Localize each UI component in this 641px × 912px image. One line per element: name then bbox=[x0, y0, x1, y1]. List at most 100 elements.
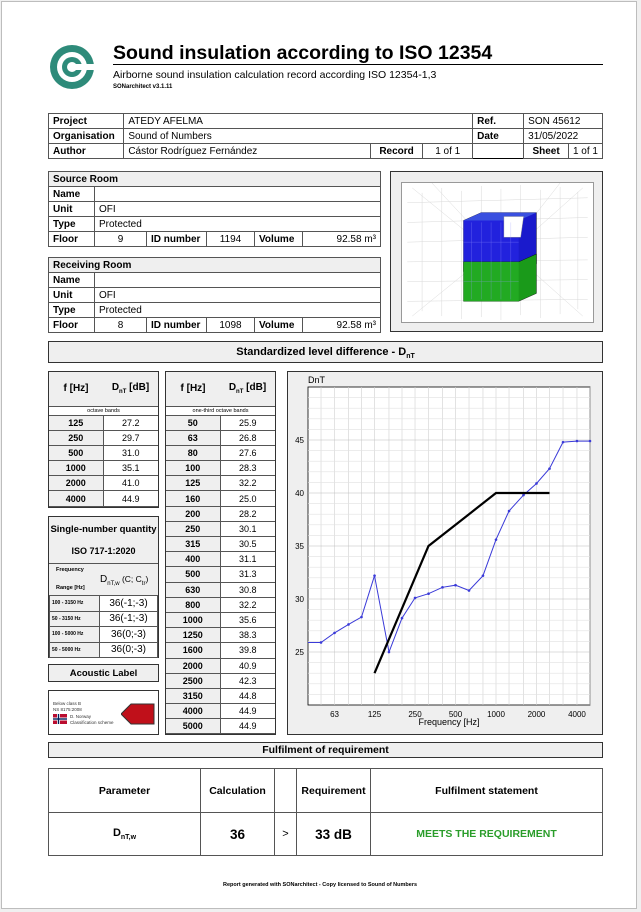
dnt-data-point bbox=[347, 623, 350, 626]
third-row: 80 27.6 bbox=[166, 445, 275, 462]
receiving-name-label: Name bbox=[48, 272, 95, 288]
snq-sub: nT,w bbox=[107, 581, 120, 587]
receiving-floor-value: 8 bbox=[94, 317, 147, 333]
dnt-value-cell: 26.8 bbox=[220, 430, 275, 446]
chart-xtick-label: 1000 bbox=[487, 710, 505, 719]
dnt-data-point bbox=[427, 592, 430, 595]
receiving-id-value: 1098 bbox=[206, 317, 255, 333]
frequency-cell: 125 bbox=[49, 415, 104, 431]
snq-close: ) bbox=[145, 574, 149, 584]
dnt-data-point bbox=[360, 615, 363, 619]
dnt-value-cell: 40.9 bbox=[220, 658, 275, 674]
dnt-data-point bbox=[333, 631, 336, 635]
dnt-data-point bbox=[481, 574, 485, 577]
frequency-cell: 3150 bbox=[166, 688, 221, 705]
dnt-data-point bbox=[561, 440, 565, 444]
source-floor-value: 9 bbox=[94, 231, 147, 247]
third-row: 200 28.2 bbox=[166, 506, 275, 522]
dnt-value-cell: 31.3 bbox=[220, 566, 275, 583]
dnt-data-point bbox=[575, 439, 579, 443]
room-3d-view-frame bbox=[390, 171, 603, 332]
frequency-cell: 1000 bbox=[166, 612, 221, 629]
frequency-cell: 1600 bbox=[166, 642, 221, 659]
range-cell: 50 - 5000 Hz bbox=[49, 641, 100, 658]
dnt-value-cell: 29.7 bbox=[103, 430, 158, 446]
date-label: Date bbox=[472, 128, 525, 144]
rating-cell: 36(-1;-3) bbox=[99, 595, 158, 612]
chart-ytick-label: 30 bbox=[295, 595, 304, 604]
frequency-cell: 4000 bbox=[166, 703, 221, 720]
single-number-row: 50 - 3150 Hz 36(-1;-3) bbox=[49, 610, 158, 627]
dnt-value-cell: 28.3 bbox=[220, 460, 275, 477]
source-name-value bbox=[94, 186, 381, 202]
single-number-freq-label: Frequency bbox=[56, 567, 84, 573]
source-unit-value: OFI bbox=[94, 201, 381, 217]
octave-row: 4000 44.9 bbox=[49, 490, 158, 507]
fulfilment-title: Fulfilment of requirement bbox=[48, 742, 603, 758]
third-row: 63 26.8 bbox=[166, 430, 275, 446]
single-number-title: Single-number quantity bbox=[50, 524, 157, 535]
octave-band-table: f [Hz] DnT [dB] octave bands 125 27.2 250 2… bbox=[49, 372, 158, 507]
frequency-cell: 400 bbox=[166, 551, 221, 568]
source-id-label: ID number bbox=[146, 231, 207, 247]
frequency-cell: 160 bbox=[166, 490, 221, 507]
ref-value: SON 45612 bbox=[523, 113, 603, 129]
receiving-volume-label: Volume bbox=[254, 317, 303, 333]
date-value: 31/05/2022 bbox=[523, 128, 603, 144]
third-band-label: one-third octave bands bbox=[166, 406, 275, 416]
frequency-cell: 800 bbox=[166, 597, 221, 613]
octave-d-header-unit: [dB] bbox=[126, 382, 150, 394]
third-row: 315 30.5 bbox=[166, 536, 275, 553]
frequency-cell: 1000 bbox=[49, 460, 104, 477]
frequency-cell: 2000 bbox=[166, 658, 221, 674]
sheet-value: 1 of 1 bbox=[567, 143, 604, 159]
dnt-chart-panel: DnT Frequency [Hz] 25 30 35 40 45 63 125 250 500… bbox=[287, 371, 603, 735]
dnt-section-text: Standardized level difference - D bbox=[236, 346, 407, 358]
single-number-table: 100 - 3150 Hz 36(-1;-3) 50 - 3150 Hz 36(-1;… bbox=[49, 595, 158, 658]
frequency-cell: 250 bbox=[166, 521, 221, 538]
receiving-floor-label: Floor bbox=[48, 317, 95, 333]
source-volume-value: 92.58 m³ bbox=[302, 231, 381, 247]
chart-xtick-label: 250 bbox=[408, 710, 422, 719]
receiving-room-title: Receiving Room bbox=[48, 257, 381, 273]
third-row: 4000 44.9 bbox=[166, 703, 275, 720]
dnt-data-point bbox=[387, 650, 391, 654]
rating-cell: 36(-1;-3) bbox=[99, 610, 158, 627]
source-name-label: Name bbox=[48, 186, 95, 202]
octave-d-header-sub: nT bbox=[119, 389, 127, 396]
single-number-row: 50 - 5000 Hz 36(0;-3) bbox=[49, 641, 158, 658]
frequency-cell: 50 bbox=[166, 415, 221, 431]
dnt-data-point bbox=[373, 574, 376, 577]
receiving-room-table: Receiving Room Name Unit OFI Type Protecte… bbox=[48, 257, 381, 333]
dnt-series-line bbox=[308, 440, 590, 654]
source-room-table: Source Room Name Unit OFI Type Protected F… bbox=[48, 171, 381, 247]
single-number-row: 100 - 3150 Hz 36(-1;-3) bbox=[49, 595, 158, 612]
frequency-cell: 500 bbox=[49, 445, 104, 462]
source-type-label: Type bbox=[48, 216, 95, 232]
third-d-header-sub: nT bbox=[236, 389, 244, 396]
octave-row: 1000 35.1 bbox=[49, 460, 158, 477]
octave-band-panel: f [Hz] DnT [dB] octave bands 125 27.2 250 2… bbox=[48, 371, 159, 508]
octave-f-header: f [Hz] bbox=[49, 372, 103, 407]
dnt-value-cell: 42.3 bbox=[220, 673, 275, 689]
stmt-header: Fulfilment statement bbox=[370, 768, 603, 813]
third-d-header-main: D bbox=[228, 382, 237, 394]
dnt-value-cell: 44.8 bbox=[220, 688, 275, 705]
dnt-value-cell: 25.9 bbox=[220, 415, 275, 431]
octave-row: 2000 41.0 bbox=[49, 475, 158, 492]
dnt-data-point bbox=[588, 439, 592, 443]
frequency-cell: 80 bbox=[166, 445, 221, 462]
single-number-row: 100 - 5000 Hz 36(0;-3) bbox=[49, 626, 158, 643]
source-volume-label: Volume bbox=[254, 231, 303, 247]
fulfilment-statement: MEETS THE REQUIREMENT bbox=[370, 812, 603, 856]
octave-band-label: octave bands bbox=[49, 406, 158, 416]
project-info-table: Project ATEDY AFELMA Ref. SON 45612 Orga… bbox=[47, 113, 604, 159]
comparison-operator: > bbox=[274, 812, 297, 856]
rating-cell: 36(0;-3) bbox=[99, 626, 158, 643]
receiving-name-value bbox=[94, 272, 381, 288]
third-row: 250 30.1 bbox=[166, 521, 275, 538]
param-header: Parameter bbox=[48, 768, 201, 813]
sheet-label: Sheet bbox=[523, 143, 569, 159]
third-row: 1600 39.8 bbox=[166, 642, 275, 659]
